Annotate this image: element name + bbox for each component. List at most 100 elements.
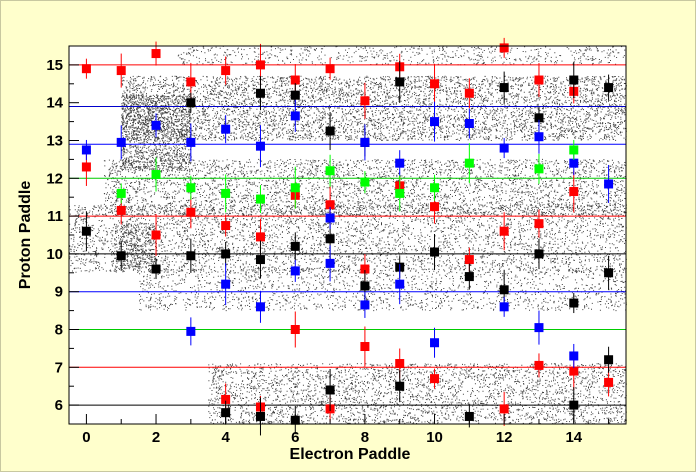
data-point xyxy=(255,302,265,312)
data-point xyxy=(186,98,196,108)
data-point xyxy=(569,187,579,197)
data-point xyxy=(151,120,161,130)
data-point xyxy=(221,394,231,404)
data-point xyxy=(534,164,544,174)
data-point xyxy=(325,213,335,223)
data-point xyxy=(151,170,161,180)
data-point xyxy=(325,258,335,268)
y-tick-label: 10 xyxy=(46,246,63,263)
data-point xyxy=(430,247,440,257)
data-point xyxy=(221,66,231,76)
data-point xyxy=(290,111,300,121)
data-point xyxy=(395,381,405,391)
data-point xyxy=(290,75,300,85)
data-point xyxy=(290,183,300,193)
data-point xyxy=(290,90,300,100)
data-point xyxy=(116,251,126,261)
data-point xyxy=(221,124,231,134)
data-point xyxy=(534,219,544,229)
y-tick-label: 7 xyxy=(55,359,63,376)
data-point xyxy=(360,177,370,187)
data-point xyxy=(569,145,579,155)
data-point xyxy=(360,300,370,310)
data-point xyxy=(186,137,196,147)
data-point xyxy=(221,249,231,259)
data-point xyxy=(604,179,614,189)
y-tick-label: 9 xyxy=(55,284,63,301)
data-point xyxy=(464,88,474,98)
data-point xyxy=(221,221,231,231)
data-point xyxy=(569,351,579,361)
data-point xyxy=(569,75,579,85)
data-point xyxy=(360,342,370,352)
data-point xyxy=(430,183,440,193)
data-point xyxy=(151,264,161,274)
data-point xyxy=(534,249,544,259)
data-point xyxy=(534,75,544,85)
data-point xyxy=(81,145,91,155)
data-point xyxy=(255,255,265,265)
data-point xyxy=(534,113,544,123)
y-tick-label: 11 xyxy=(47,208,63,225)
data-point xyxy=(186,326,196,336)
data-point xyxy=(499,302,509,312)
data-point xyxy=(186,183,196,193)
x-tick-label: 0 xyxy=(82,429,90,446)
data-point xyxy=(430,202,440,212)
x-axis-title: Electron Paddle xyxy=(290,446,411,463)
data-point xyxy=(290,241,300,251)
data-point xyxy=(360,264,370,274)
y-tick-label: 14 xyxy=(46,95,63,112)
x-tick-label: 4 xyxy=(221,429,230,446)
data-point xyxy=(569,158,579,168)
data-point xyxy=(186,77,196,87)
data-point xyxy=(430,117,440,127)
data-point xyxy=(604,268,614,278)
data-point xyxy=(325,385,335,395)
data-point xyxy=(255,60,265,70)
data-point xyxy=(116,205,126,215)
y-axis-ticks: 6 7 8 9 10 11 12 13 14 15 xyxy=(46,45,79,425)
data-point xyxy=(395,188,405,198)
y-tick-label: 15 xyxy=(46,57,63,74)
data-point xyxy=(395,77,405,87)
data-point xyxy=(430,338,440,348)
y-tick-label: 13 xyxy=(46,133,63,150)
data-point xyxy=(499,285,509,295)
data-point xyxy=(255,194,265,204)
y-axis-title: Proton Paddle xyxy=(17,181,34,290)
data-point xyxy=(325,200,335,210)
data-point xyxy=(604,377,614,387)
data-point xyxy=(221,188,231,198)
data-point xyxy=(464,411,474,421)
x-tick-label: 6 xyxy=(291,429,299,446)
x-tick-label: 8 xyxy=(361,429,369,446)
data-point xyxy=(221,279,231,289)
x-axis-ticks: 0 2 4 6 8 10 12 14 xyxy=(82,414,610,446)
x-tick-label: 12 xyxy=(496,429,513,446)
data-point xyxy=(464,158,474,168)
data-point xyxy=(499,226,509,236)
data-point xyxy=(81,64,91,74)
data-point xyxy=(464,272,474,282)
data-point xyxy=(186,251,196,261)
data-point xyxy=(325,126,335,136)
data-point xyxy=(81,162,91,172)
background-hit-density xyxy=(69,45,627,425)
data-point xyxy=(499,143,509,153)
y-tick-label: 12 xyxy=(46,170,63,187)
reference-lines xyxy=(69,64,626,406)
data-point xyxy=(360,281,370,291)
x-tick-label: 14 xyxy=(565,429,582,446)
data-point xyxy=(604,355,614,365)
data-point xyxy=(255,232,265,242)
y-tick-label: 8 xyxy=(55,322,63,339)
y-tick-label: 6 xyxy=(55,397,63,414)
data-point xyxy=(151,49,161,59)
data-point xyxy=(534,360,544,370)
data-point xyxy=(534,323,544,333)
data-point xyxy=(499,43,509,53)
data-point xyxy=(395,359,405,369)
data-point xyxy=(116,188,126,198)
data-point xyxy=(464,255,474,265)
